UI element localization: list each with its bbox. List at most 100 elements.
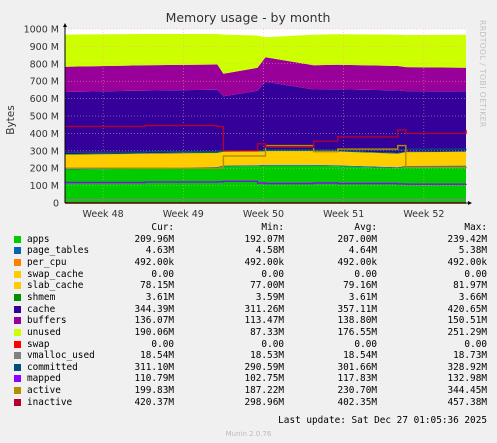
y-tick-label: 700 M (30, 77, 59, 88)
legend-header-min: Min: (261, 222, 284, 233)
legend-row-vmalloc-used: vmalloc_used 18.54M 18.53M 18.54M 18.73M (0, 350, 497, 362)
y-axis-label: Bytes (5, 105, 17, 134)
legend-avg: 79.16M (343, 280, 377, 292)
legend-min: 4.58M (255, 245, 284, 257)
legend-name: swap_cache (27, 268, 84, 280)
legend-row-inactive: inactive 420.37M 298.96M 402.35M 457.38M (0, 397, 497, 409)
legend-swatch (14, 328, 21, 336)
plot-area: 0 100 M 200 M 300 M 400 M 500 M 600 M 700 M 800 … (24, 23, 472, 220)
legend-avg: 176.55M (337, 326, 377, 338)
legend-name: active (27, 385, 61, 397)
legend-avg: 117.83M (337, 373, 377, 385)
line-mapped (65, 180, 467, 185)
legend-min: 113.47M (244, 315, 284, 327)
legend-avg: 357.11M (337, 303, 377, 315)
legend-min: 492.00k (244, 256, 284, 268)
y-tick-label: 1000 M (24, 25, 59, 36)
legend-swatch (14, 340, 21, 348)
legend-name: shmem (27, 291, 56, 303)
x-tick-label: Week 52 (403, 209, 444, 220)
legend-avg: 4.64M (348, 245, 377, 257)
legend-cur: 209.96M (134, 233, 174, 245)
legend-min: 187.22M (244, 385, 284, 397)
legend-name: cache (27, 303, 56, 315)
legend-max: 132.98M (447, 373, 487, 385)
legend-min: 290.59M (244, 361, 284, 373)
legend-row-page-tables: page_tables 4.63M 4.58M 4.64M 5.38M (0, 245, 497, 257)
legend-row-swap: swap 0.00 0.00 0.00 0.00 (0, 339, 497, 351)
legend-row-buffers: buffers 136.07M 113.47M 138.80M 150.51M (0, 315, 497, 327)
legend-cur: 0.00 (151, 268, 174, 280)
legend-avg: 138.80M (337, 315, 377, 327)
legend-max: 5.38M (458, 245, 487, 257)
legend-header-cur: Cur: (151, 222, 174, 233)
legend-row-shmem: shmem 3.61M 3.59M 3.61M 3.66M (0, 292, 497, 304)
legend-name: vmalloc_used (27, 350, 95, 362)
chart-title: Memory usage - by month (166, 10, 331, 25)
legend-min: 102.75M (244, 373, 284, 385)
legend-row-mapped: mapped 110.79M 102.75M 117.83M 132.98M (0, 373, 497, 385)
y-tick-label: 200 M (30, 164, 59, 175)
legend-name: mapped (27, 373, 61, 385)
legend-row-unused: unused 190.06M 87.33M 176.55M 251.29M (0, 327, 497, 339)
munin-version: Munin 2.0.76 (225, 430, 272, 438)
legend-name: committed (27, 361, 78, 373)
legend-row-active: active 199.83M 187.22M 230.70M 344.45M (0, 385, 497, 397)
legend-max: 328.92M (447, 361, 487, 373)
legend-name: per_cpu (27, 256, 67, 268)
legend-max: 81.97M (453, 280, 487, 292)
last-update: Last update: Sat Dec 27 01:05:36 2025 (278, 415, 487, 426)
legend-row-swap-cache: swap_cache 0.00 0.00 0.00 0.00 (0, 269, 497, 281)
legend-swatch (14, 387, 21, 395)
y-tick-label: 600 M (30, 94, 59, 105)
legend-min: 0.00 (261, 268, 284, 280)
x-tick-label: Week 48 (83, 209, 124, 220)
legend-row-committed: committed 311.10M 290.59M 301.66M 328.92M (0, 362, 497, 374)
legend-min: 77.00M (250, 280, 284, 292)
legend-row-per-cpu: per_cpu 492.00k 492.00k 492.00k 492.00k (0, 257, 497, 269)
legend-avg: 402.35M (337, 396, 377, 408)
legend-min: 3.59M (255, 291, 284, 303)
area-cache (65, 81, 466, 155)
legend-swatch (14, 398, 21, 406)
y-tick-label: 500 M (30, 112, 59, 123)
legend-swatch (14, 247, 21, 255)
legend-avg: 492.00k (337, 256, 377, 268)
legend-row-cache: cache 344.39M 311.26M 357.11M 420.65M (0, 304, 497, 316)
legend-name: swap (27, 338, 50, 350)
legend-cur: 492.00k (134, 256, 174, 268)
legend-name: inactive (27, 396, 73, 408)
legend-cur: 110.79M (134, 373, 174, 385)
legend-max: 3.66M (458, 291, 487, 303)
legend-name: slab_cache (27, 280, 84, 292)
x-axis-arrow (468, 201, 472, 205)
legend-max: 420.65M (447, 303, 487, 315)
legend-row-slab-cache: slab_cache 78.15M 77.00M 79.16M 81.97M (0, 280, 497, 292)
legend-cur: 420.37M (134, 396, 174, 408)
legend-min: 0.00 (261, 338, 284, 350)
legend-min: 87.33M (250, 326, 284, 338)
legend-avg: 0.00 (354, 268, 377, 280)
area-apps (65, 165, 466, 203)
legend-row-apps: apps 209.96M 192.07M 207.00M 239.42M (0, 234, 497, 246)
legend-swatch (14, 375, 21, 383)
legend-max: 492.00k (447, 256, 487, 268)
area-buffers (65, 57, 466, 97)
y-tick-label: 0 (53, 199, 59, 210)
x-tick-label: Week 50 (243, 209, 284, 220)
legend-max: 0.00 (464, 338, 487, 350)
legend-cur: 18.54M (140, 350, 174, 362)
legend-cur: 3.61M (145, 291, 174, 303)
line-active (65, 144, 467, 169)
legend-name: buffers (27, 315, 67, 327)
legend-max: 239.42M (447, 233, 487, 245)
legend-cur: 344.39M (134, 303, 174, 315)
legend-swatch (14, 352, 21, 360)
legend-max: 251.29M (447, 326, 487, 338)
line-inactive (65, 124, 467, 152)
legend-swatch (14, 293, 21, 301)
legend-name: page_tables (27, 245, 90, 257)
y-tick-label: 900 M (30, 42, 59, 53)
y-tick-label: 300 M (30, 146, 59, 157)
legend-min: 192.07M (244, 233, 284, 245)
